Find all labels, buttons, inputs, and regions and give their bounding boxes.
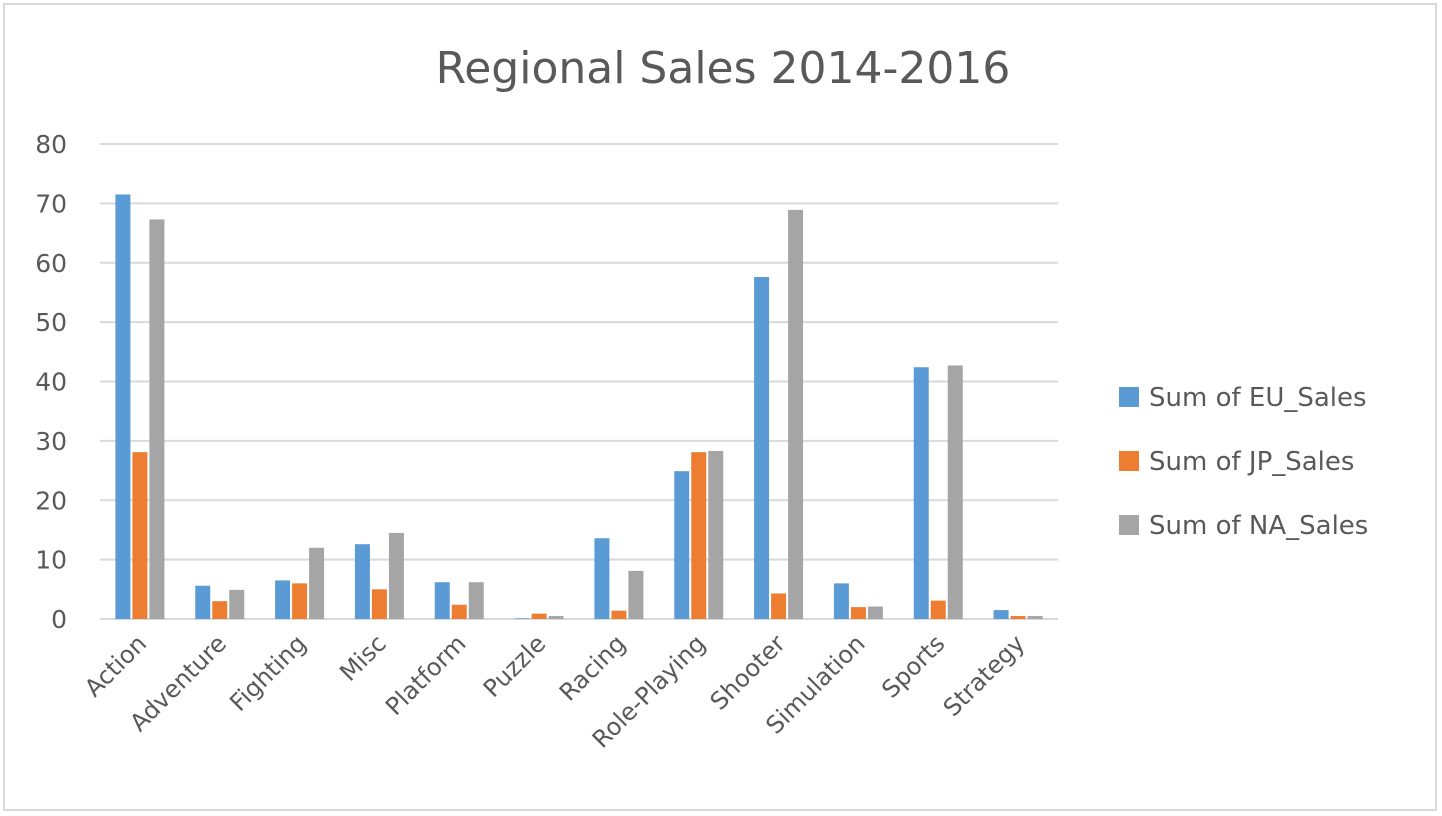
bar-simulation-series-2 xyxy=(867,606,883,619)
bar-puzzle-series-0 xyxy=(514,618,530,619)
legend-label: Sum of EU_Sales xyxy=(1149,383,1367,413)
bar-strategy-series-1 xyxy=(1010,616,1026,619)
bar-fighting-series-0 xyxy=(275,580,291,619)
bar-platform-series-1 xyxy=(451,604,467,619)
bar-strategy-series-0 xyxy=(993,610,1009,619)
bar-platform-series-2 xyxy=(468,582,484,619)
x-tick-label: Misc xyxy=(334,629,391,686)
y-tick-label: 40 xyxy=(35,368,67,397)
bar-sports-series-1 xyxy=(930,600,946,619)
y-tick-label: 50 xyxy=(35,308,67,337)
bar-action-series-0 xyxy=(115,194,131,619)
bar-fighting-series-1 xyxy=(292,583,308,619)
y-tick-label: 30 xyxy=(35,427,67,456)
legend-swatch xyxy=(1119,515,1139,535)
y-tick-label: 0 xyxy=(51,605,67,634)
bar-action-series-1 xyxy=(132,452,148,619)
y-tick-label: 60 xyxy=(35,249,67,278)
bar-role-playing-series-1 xyxy=(691,452,707,619)
bar-adventure-series-0 xyxy=(195,585,211,619)
bar-puzzle-series-1 xyxy=(531,613,547,619)
bar-shooter-series-1 xyxy=(771,593,787,619)
bar-platform-series-0 xyxy=(434,582,450,619)
bar-misc-series-2 xyxy=(388,532,404,619)
bar-simulation-series-1 xyxy=(850,607,866,619)
bar-sports-series-0 xyxy=(913,367,929,619)
x-tick-label: Action xyxy=(79,629,152,702)
bar-simulation-series-0 xyxy=(833,583,849,619)
bar-racing-series-0 xyxy=(594,538,610,619)
legend-swatch xyxy=(1119,387,1139,407)
bar-fighting-series-2 xyxy=(309,547,325,619)
x-tick-label: Fighting xyxy=(224,629,311,716)
bar-adventure-series-2 xyxy=(229,589,245,619)
legend: Sum of EU_Sales Sum of JP_Sales Sum of NA_… xyxy=(1119,383,1368,541)
x-tick-label: Strategy xyxy=(938,629,1031,722)
bars xyxy=(115,194,1043,619)
y-tick-label: 80 xyxy=(35,130,67,159)
gridlines xyxy=(100,143,1058,620)
y-tick-label: 20 xyxy=(35,486,67,515)
bar-misc-series-1 xyxy=(371,589,387,619)
bar-misc-series-0 xyxy=(354,544,370,619)
bar-shooter-series-2 xyxy=(788,209,804,619)
bar-racing-series-1 xyxy=(611,610,627,619)
bar-puzzle-series-2 xyxy=(548,616,564,619)
bar-adventure-series-1 xyxy=(212,601,228,619)
bar-shooter-series-0 xyxy=(754,277,770,619)
x-tick-label: Racing xyxy=(554,629,631,706)
chart-frame: Regional Sales 2014-2016 0 10 20 30 40 50 60 70… xyxy=(3,3,1437,811)
y-tick-label: 10 xyxy=(35,546,67,575)
legend-label: Sum of JP_Sales xyxy=(1149,447,1354,477)
x-tick-label: Puzzle xyxy=(478,629,551,702)
bar-action-series-2 xyxy=(149,219,165,619)
legend-swatch xyxy=(1119,451,1139,471)
y-axis-ticks: 0 10 20 30 40 50 60 70 80 xyxy=(35,130,67,634)
x-tick-label: Sports xyxy=(876,629,950,703)
bar-racing-series-2 xyxy=(628,570,644,619)
y-tick-label: 70 xyxy=(35,189,67,218)
bar-chart: Regional Sales 2014-2016 0 10 20 30 40 50 60 70… xyxy=(35,43,1368,754)
bar-role-playing-series-0 xyxy=(674,471,690,619)
x-tick-label: Platform xyxy=(380,629,471,720)
bar-sports-series-2 xyxy=(947,365,963,619)
legend-label: Sum of NA_Sales xyxy=(1149,511,1368,541)
bar-strategy-series-2 xyxy=(1027,616,1043,619)
chart-title: Regional Sales 2014-2016 xyxy=(436,43,1011,94)
bar-role-playing-series-2 xyxy=(708,450,724,619)
